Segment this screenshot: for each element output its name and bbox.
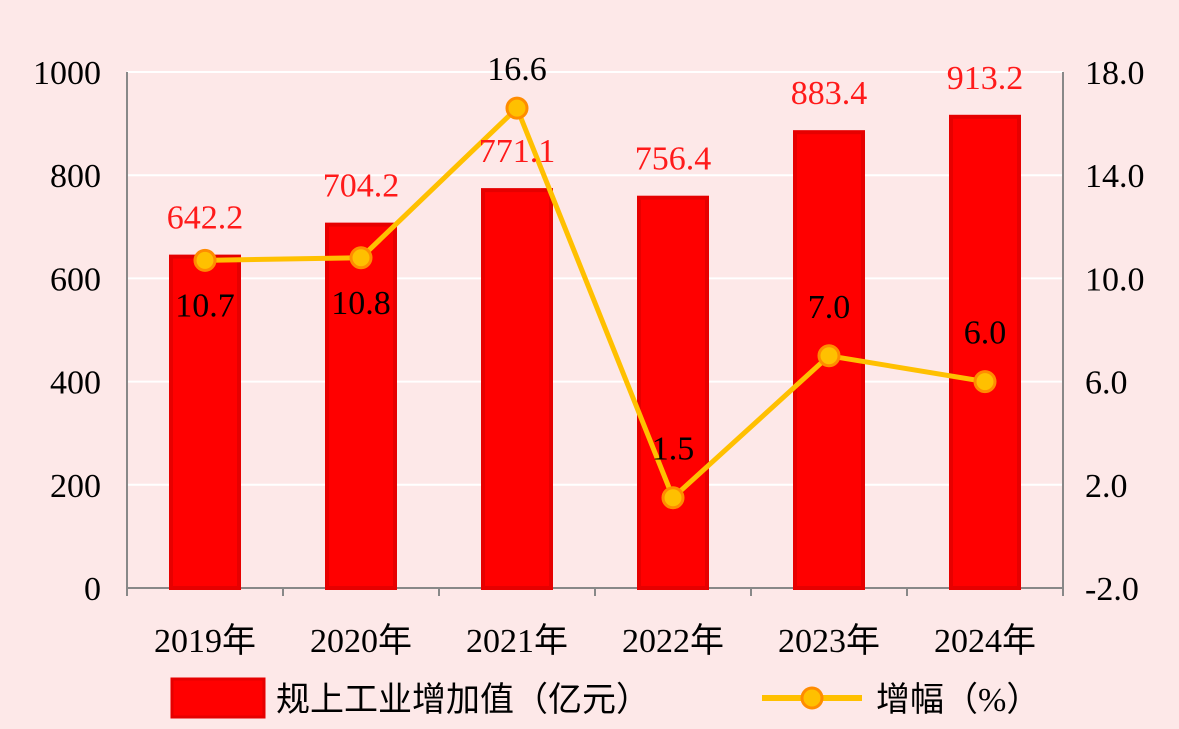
- y-right-tick-label: 2.0: [1085, 468, 1128, 505]
- y-left-tick-label: 600: [50, 261, 101, 298]
- line-data-label: 6.0: [964, 315, 1007, 352]
- bar-data-label: 913.2: [947, 60, 1024, 97]
- tick-labels: 0 200 400 600 800 1000 -2.0 2.0 6.0 10.0 14.0 18.0 2…: [33, 55, 1145, 660]
- bar-data-label: 642.2: [167, 200, 244, 237]
- x-tick-label: 2019年: [154, 622, 256, 660]
- x-tick-label: 2023年: [778, 622, 880, 660]
- x-tick-label: 2021年: [466, 622, 568, 660]
- line-marker: [505, 96, 529, 120]
- bar-data-label: 771.1: [479, 133, 556, 170]
- y-right-tick-label: 14.0: [1085, 158, 1145, 195]
- line-marker: [661, 486, 685, 510]
- legend-bar-swatch: [170, 677, 266, 719]
- bar: [637, 195, 709, 590]
- bar: [325, 222, 397, 590]
- line-marker: [973, 370, 997, 394]
- y-left-tick-label: 400: [50, 365, 101, 402]
- bar: [169, 254, 241, 590]
- line-data-label: 16.6: [487, 51, 547, 88]
- bar-series: [169, 114, 1021, 591]
- line-data-label: 10.8: [331, 285, 391, 322]
- line-marker: [349, 246, 373, 270]
- bar: [481, 188, 553, 590]
- line-marker: [817, 344, 841, 368]
- line-data-label: 1.5: [652, 431, 695, 468]
- legend-bar-label: 规上工业增加值（亿元）: [276, 681, 650, 719]
- bar-data-label: 756.4: [635, 141, 712, 178]
- axes: [126, 72, 1064, 596]
- legend: 规上工业增加值（亿元） 增幅（%）: [170, 677, 1040, 719]
- line-series: [193, 96, 997, 510]
- line-data-label: 7.0: [808, 289, 851, 326]
- y-right-tick-label: -2.0: [1085, 571, 1139, 608]
- bar: [949, 114, 1021, 591]
- y-left-tick-label: 200: [50, 468, 101, 505]
- data-labels: 642.2 704.2 771.1 756.4 883.4 913.2 10.7 10.8 16…: [167, 51, 1024, 468]
- y-right-tick-label: 18.0: [1085, 55, 1145, 92]
- y-left-tick-label: 1000: [33, 55, 101, 92]
- line-path: [204, 105, 986, 501]
- line-marker: [193, 248, 217, 272]
- legend-line-label: 增幅（%）: [876, 681, 1040, 719]
- gridlines: [127, 71, 1063, 486]
- legend-line-marker: [800, 686, 824, 710]
- y-right-tick-label: 10.0: [1085, 261, 1145, 298]
- x-tick-label: 2024年: [934, 622, 1036, 660]
- y-left-tick-label: 0: [84, 571, 101, 608]
- y-right-tick-label: 6.0: [1085, 365, 1128, 402]
- bar-data-label: 883.4: [791, 75, 868, 112]
- line-data-label: 10.7: [175, 287, 235, 324]
- y-left-tick-label: 800: [50, 158, 101, 195]
- bar-data-label: 704.2: [323, 168, 400, 205]
- x-tick-label: 2022年: [622, 622, 724, 660]
- x-tick-label: 2020年: [310, 622, 412, 660]
